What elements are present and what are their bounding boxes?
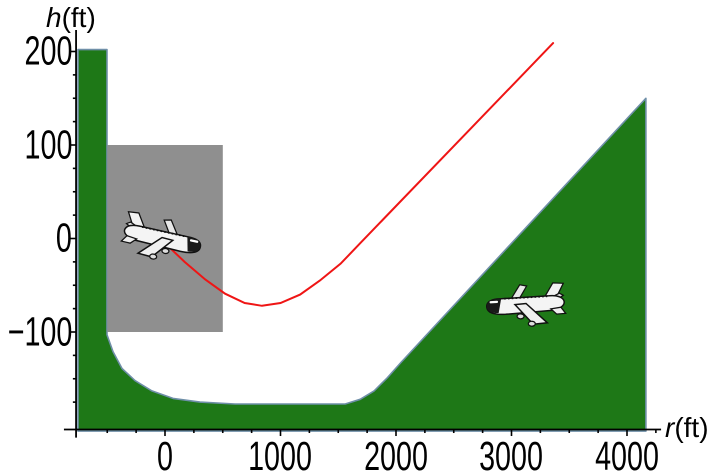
tick-marks	[69, 50, 657, 437]
x-tick-label-0: 0	[157, 433, 173, 471]
terrain-shape	[77, 48, 647, 432]
x-tick-label-1000: 1000	[248, 433, 312, 471]
x-tick-label-3000: 3000	[479, 433, 543, 471]
y-tick-label-200: 200	[24, 27, 72, 74]
y-axis-title: h(ft)	[46, 4, 96, 32]
flight-path-line	[165, 42, 555, 307]
y-tick-label-0: 0	[56, 214, 72, 261]
airplane-descending	[117, 208, 206, 268]
y-tick-label-100: 100	[24, 121, 72, 168]
airplane-climbing	[483, 278, 569, 331]
x-tick-label-2000: 2000	[364, 433, 428, 471]
x-tick-label-4000: 4000	[595, 433, 659, 471]
y-axis-variable: h	[46, 2, 62, 33]
x-axis-unit: (ft)	[674, 412, 709, 443]
y-axis-unit: (ft)	[61, 2, 96, 33]
x-axis-variable: r	[665, 412, 675, 443]
y-tick-label-m100: −100	[7, 308, 72, 355]
x-axis-title: r(ft)	[665, 414, 709, 442]
